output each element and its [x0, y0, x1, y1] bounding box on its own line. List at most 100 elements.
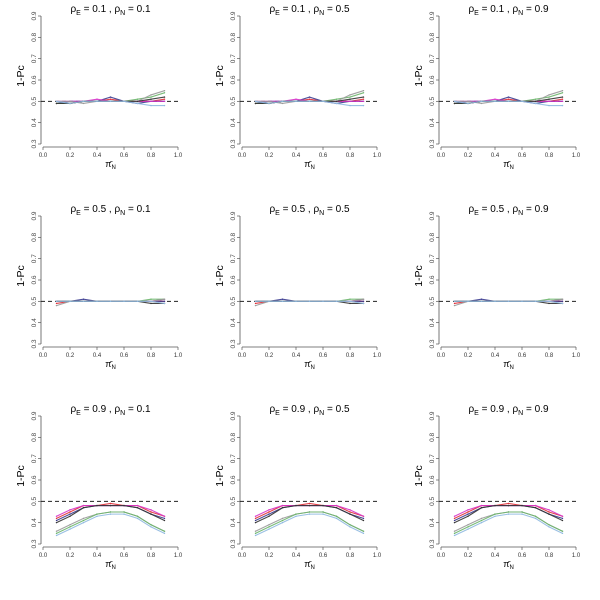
y-tick-label: 0.5 [31, 496, 38, 505]
x-tick-label: 1.0 [174, 353, 183, 359]
y-tick-label: 0.8 [429, 32, 436, 41]
x-axis-label-subscript: N [509, 165, 513, 171]
data-point-gray [55, 530, 58, 532]
data-point-lightblue [494, 300, 496, 303]
data-point-lightblue [362, 532, 365, 535]
rho-n-subscript: N [518, 210, 523, 217]
y-tick-label: 0.9 [31, 11, 38, 20]
data-point-magenta [349, 509, 351, 511]
x-tick-label: 0.2 [464, 153, 473, 159]
panel-title: ρE = 0.9 , ρN = 0.5 [269, 404, 350, 417]
data-point-navy [561, 517, 564, 520]
data-point-lightblue [349, 300, 351, 303]
data-point-gray [281, 517, 284, 520]
data-point-magenta [82, 504, 85, 507]
y-tick-label: 0.6 [31, 475, 38, 484]
data-point-red [507, 502, 510, 505]
data-point-lightblue [561, 302, 564, 305]
data-point-black [55, 102, 58, 105]
rho-e-subscript: E [474, 210, 479, 217]
data-point-green [561, 530, 564, 532]
data-point-green [295, 513, 297, 515]
rho-n-value: = 0.5 [324, 404, 350, 415]
x-tick-label: 0.6 [319, 153, 328, 159]
data-point-gray [69, 524, 71, 526]
rho-e-value: = 0.9 , [479, 404, 513, 415]
data-point-green [548, 298, 550, 300]
data-point-lightblue [467, 300, 469, 303]
data-point-lightblue [123, 300, 125, 303]
data-point-lightblue [308, 513, 311, 515]
x-tick-label: 0.0 [437, 153, 446, 159]
x-axis-label-symbol: π̄ [105, 159, 113, 169]
y-tick-label: 0.8 [429, 232, 436, 241]
data-point-gray [254, 304, 257, 307]
data-point-navy [254, 519, 257, 522]
x-tick-label: 0.2 [464, 353, 473, 359]
data-point-red [254, 302, 257, 305]
data-point-black [548, 98, 550, 100]
data-point-lightblue [82, 100, 85, 103]
data-point-black [467, 515, 469, 517]
data-point-black [281, 507, 284, 509]
data-point-lightblue [96, 100, 98, 103]
data-point-lightblue [136, 102, 139, 105]
data-point-lightblue [69, 102, 71, 105]
x-axis-label-subscript: N [310, 165, 314, 171]
data-point-red [362, 98, 365, 100]
y-tick-label: 0.4 [429, 518, 436, 527]
rho-e-value: = 0.5 , [280, 204, 314, 215]
x-tick-label: 0.2 [265, 153, 274, 159]
y-tick-label: 0.7 [230, 454, 237, 463]
data-point-lightblue [163, 104, 166, 107]
y-tick-label: 0.9 [429, 411, 436, 420]
data-point-magenta [494, 98, 496, 100]
x-tick-label: 0.8 [346, 153, 355, 159]
rho-symbol: ρ [70, 404, 76, 415]
rho-symbol: ρ [468, 204, 474, 215]
data-point-red [507, 98, 510, 100]
y-tick-label: 0.6 [429, 275, 436, 284]
x-tick-label: 0.8 [346, 553, 355, 559]
rho-n-value: = 0.5 [324, 4, 350, 15]
x-tick-label: 0.2 [66, 153, 75, 159]
x-axis-label: π̄N [105, 359, 116, 371]
y-tick-label: 0.7 [429, 54, 436, 63]
data-point-green [82, 519, 85, 522]
y-tick-label: 0.9 [31, 211, 38, 220]
data-point-black [453, 521, 456, 524]
y-axis-label: 1-Pc [413, 65, 425, 87]
data-point-black [362, 96, 365, 98]
y-tick-label: 0.3 [230, 139, 237, 148]
data-point-red [561, 98, 564, 100]
y-axis-label: 1-Pc [413, 465, 425, 487]
data-point-black [534, 100, 537, 103]
data-point-magenta [136, 504, 139, 507]
data-point-black [349, 513, 351, 515]
rho-n-subscript: N [120, 410, 125, 417]
rho-n-subscript: N [319, 210, 324, 217]
y-axis-label: 1-Pc [413, 265, 425, 287]
rho-symbol: ρ [269, 204, 275, 215]
y-tick-label: 0.5 [429, 296, 436, 305]
data-point-black [136, 100, 139, 103]
data-point-gray [362, 298, 365, 300]
data-point-lightblue [295, 300, 297, 303]
data-point-green [150, 96, 152, 98]
rho-symbol: ρ [313, 4, 319, 15]
data-point-lightblue [561, 532, 564, 535]
data-point-magenta [281, 504, 284, 507]
data-point-green [561, 92, 564, 94]
rho-symbol: ρ [70, 4, 76, 15]
y-tick-label: 0.6 [31, 75, 38, 84]
panel-5: 0.3 0.4 0.5 0.6 0.7 0.8 0.9 0.0 0.2 0.4 0.6 0.8 1.0 ρ… [214, 204, 382, 371]
data-point-magenta [362, 515, 365, 517]
data-point-lightblue [55, 300, 58, 303]
data-point-navy [453, 519, 456, 522]
data-point-lightblue [82, 300, 85, 303]
data-point-red [109, 98, 112, 100]
data-point-black [349, 302, 351, 305]
data-point-black [254, 102, 257, 105]
data-point-black [335, 507, 338, 509]
data-point-magenta [268, 509, 270, 511]
